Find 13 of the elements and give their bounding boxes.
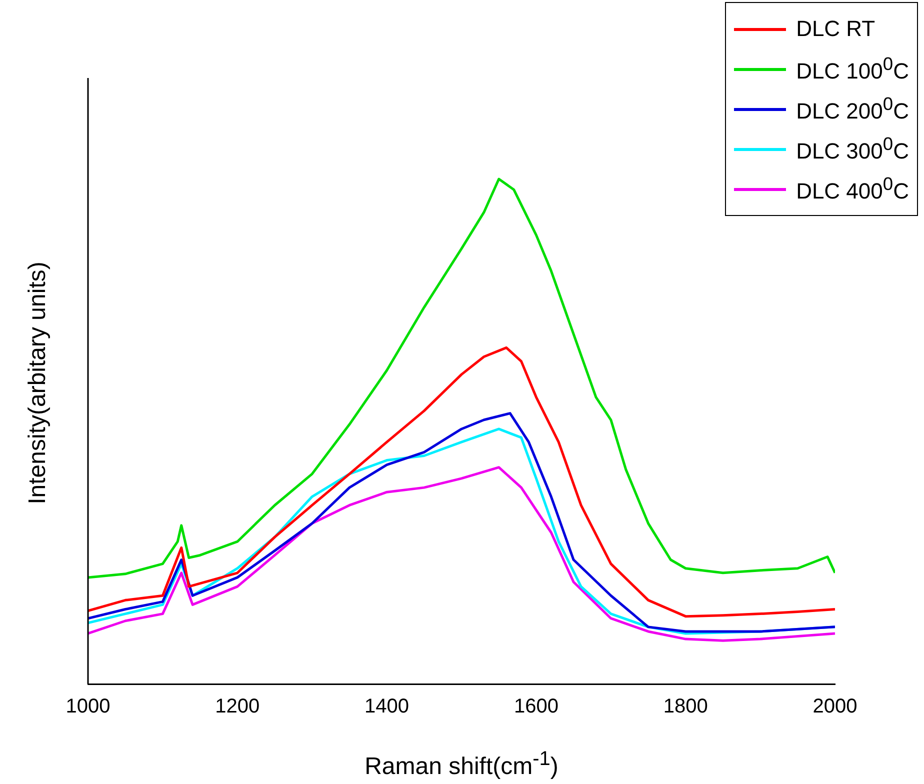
x-tick-label: 1400 — [364, 696, 410, 718]
x-tick-label: 1000 — [66, 696, 110, 718]
x-tick-label: 2000 — [812, 696, 858, 718]
x-axis-title: Raman shift(cm$^{-1}$) — [364, 748, 560, 781]
x-tick-label: 1200 — [215, 696, 260, 718]
legend-label: DLC 300$^{0}$C — [796, 133, 909, 165]
x-tick-label: 1800 — [663, 696, 708, 718]
legend-label: DLC 200$^{0}$C — [796, 93, 909, 125]
y-axis-title: Intensity(arbitary units) — [24, 262, 52, 504]
x-tick-label: 1600 — [514, 696, 558, 718]
legend-label: DLC RT — [796, 16, 876, 42]
legend-label: DLC 400$^{0}$C — [796, 173, 909, 205]
legend-label: DLC 100$^{0}$C — [796, 53, 909, 85]
